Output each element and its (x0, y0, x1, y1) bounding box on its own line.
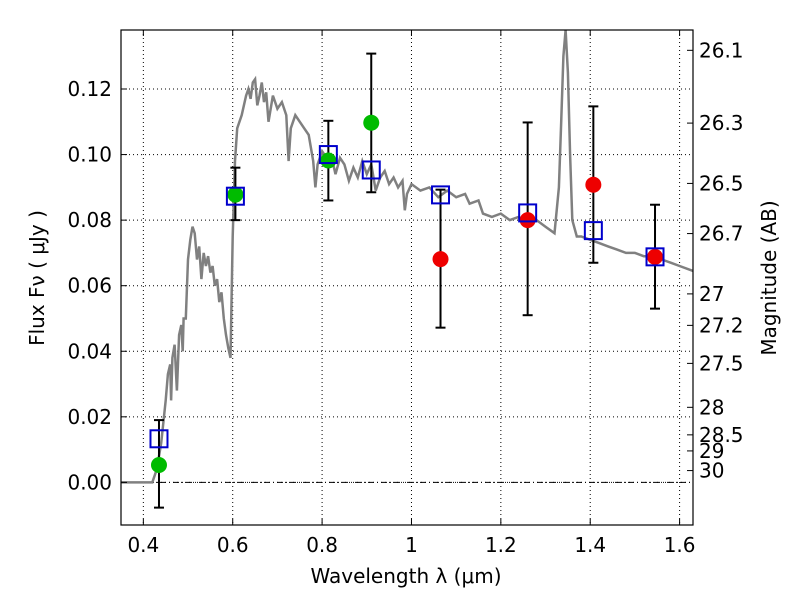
flux-point (519, 212, 536, 229)
x-tick-label: 1.2 (485, 533, 517, 557)
mag-tick-label: 28.5 (699, 423, 744, 447)
flux-point (432, 251, 449, 268)
flux-point (150, 457, 167, 474)
x-tick-label: 1 (405, 533, 418, 557)
flux-point (585, 176, 602, 193)
y-tick-label: 0.06 (67, 274, 112, 298)
flux-point (320, 152, 337, 169)
model-square (361, 160, 381, 180)
model-square (583, 221, 603, 241)
mag-tick-label: 27.2 (699, 313, 744, 337)
x-tick-label: 0.4 (127, 533, 159, 557)
mag-tick-label: 27 (699, 282, 724, 306)
y-axis-title: Flux Fν ( μJy ) (25, 210, 49, 346)
y-tick-label: 0.10 (67, 143, 112, 167)
x-axis-title: Wavelength λ (μm) (310, 564, 501, 588)
mag-tick-label: 26.5 (699, 171, 744, 195)
mag-tick-label: 26.7 (699, 222, 744, 246)
y-tick-label: 0.02 (67, 405, 112, 429)
mag-tick-label: 27.5 (699, 351, 744, 375)
model-square (149, 429, 169, 449)
flux-point (363, 114, 380, 131)
mag-tick-label: 30 (699, 459, 724, 483)
y-tick-label: 0.00 (67, 470, 112, 494)
x-tick-label: 0.8 (306, 533, 338, 557)
mag-tick-label: 28 (699, 395, 724, 419)
data-markers (149, 114, 665, 474)
flux-point (647, 248, 664, 265)
right-axis-title: Magnitude (AB) (757, 200, 781, 355)
grid (121, 30, 693, 525)
plot-frame (120, 29, 694, 526)
x-tick-label: 1.6 (664, 533, 696, 557)
model-square (431, 185, 451, 205)
mag-tick-label: 29 (699, 439, 724, 463)
model-square (518, 203, 538, 223)
y-tick-label: 0.12 (67, 77, 112, 101)
y-tick-label: 0.08 (67, 208, 112, 232)
sed-curve (121, 29, 694, 484)
flux-point (227, 186, 244, 203)
mag-tick-label: 26.3 (699, 111, 744, 135)
model-square (318, 145, 338, 165)
x-tick-label: 0.6 (217, 533, 249, 557)
model-square (645, 247, 665, 267)
mag-tick-label: 26.1 (699, 38, 744, 62)
axis-ticks: 0.4 0.6 0.8 1 1.2 1.4 1.6 0.00 0.02 0.04 0.06 0.08 0… (67, 30, 744, 557)
y-tick-label: 0.04 (67, 339, 112, 363)
model-square (225, 186, 245, 206)
x-tick-label: 1.4 (574, 533, 606, 557)
